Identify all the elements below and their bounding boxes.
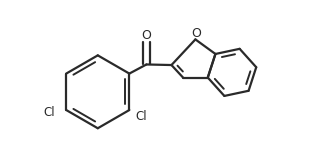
Text: O: O: [142, 29, 151, 42]
Text: Cl: Cl: [135, 110, 147, 123]
Text: O: O: [192, 27, 202, 40]
Text: Cl: Cl: [43, 106, 55, 119]
